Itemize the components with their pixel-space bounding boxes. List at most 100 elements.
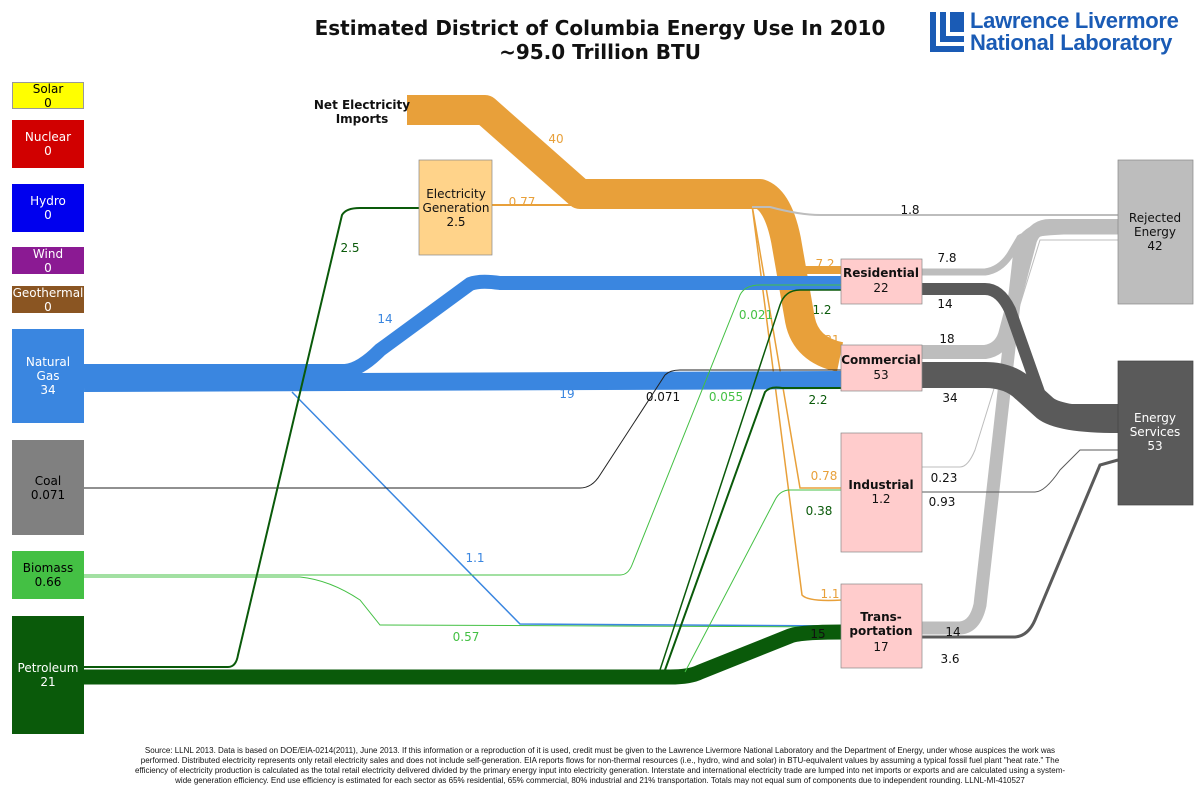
flow-label-elec-to-ind: 0.78	[811, 469, 838, 483]
source-nuclear-label: Nuclear	[24, 130, 72, 144]
flow-coal-to-commercial	[84, 369, 842, 489]
flow-bio-to-commercial	[84, 576, 843, 628]
flows	[83, 95, 1119, 685]
source-solar-label: Solar	[32, 81, 64, 96]
source-wind-label: Wind	[32, 246, 64, 261]
flow-petro-to-elec	[84, 207, 420, 668]
source-wind: Wind 0	[12, 246, 84, 275]
flow-label-petro-to-res: 1.2	[812, 303, 831, 317]
flow-label-petro-to-com: 2.2	[808, 393, 827, 407]
source-coal-label: Coal	[34, 473, 62, 488]
flow-ind-services	[922, 449, 1118, 493]
source-nuclear-value: 0	[44, 144, 52, 158]
energy-services-box	[1117, 360, 1194, 506]
flow-label-elec-to-trans: 1.1	[820, 587, 839, 601]
flow-label-trans-rejected: 14	[945, 625, 960, 639]
source-solar: Solar 0	[12, 81, 84, 110]
source-coal-value: 0.071	[30, 487, 66, 502]
flow-bio-to-residential	[84, 284, 842, 576]
residential-value: 22	[873, 281, 888, 295]
flow-ind-rejected	[922, 239, 1118, 468]
residential-label: Residential	[843, 266, 919, 280]
transportation-box	[840, 583, 923, 669]
rejected-energy-value: 42	[1147, 239, 1162, 253]
flow-com-services	[922, 362, 1119, 433]
flow-label-bio-to-trans: 0.57	[453, 630, 480, 644]
flow-elec-loss-to-rejected	[752, 206, 1118, 216]
flow-petro-to-residential	[659, 289, 842, 671]
flow-petro-main	[84, 624, 843, 685]
flow-label-imports: 40	[548, 132, 563, 146]
flow-label-res-services: 14	[937, 297, 952, 311]
flow-imports-to-commercial	[407, 95, 844, 372]
flow-label-petro-to-ind: 0.38	[806, 504, 833, 518]
flow-label-petro-to-elec: 2.5	[340, 241, 359, 255]
source-natural-gas-label: Natural Gas	[25, 355, 71, 383]
energy-services-label: Energy Services	[1130, 411, 1181, 439]
flow-label-ind-rejected: 0.23	[931, 471, 958, 485]
source-geothermal-label: Geothermal	[12, 285, 84, 300]
source-hydro-value: 0	[44, 208, 52, 222]
flow-petro-to-industrial	[684, 489, 842, 673]
flow-ng-to-residential	[84, 274, 842, 378]
flow-label-elec-to-com: 31	[824, 333, 839, 347]
transportation-value: 17	[873, 640, 888, 654]
rejected-energy-box	[1117, 159, 1194, 305]
page-title: Estimated District of Columbia Energy Us…	[314, 16, 886, 40]
flow-label-bio-to-com: 0.055	[709, 390, 743, 404]
flow-label-elec-to-res: 7.2	[815, 257, 834, 271]
page-subtitle: ~95.0 Trillion BTU	[499, 40, 701, 64]
source-nuclear: Nuclear 0	[12, 120, 84, 168]
industrial-box	[840, 432, 923, 553]
flow-imports-to-residential	[768, 214, 842, 274]
commercial-box	[840, 344, 923, 392]
flow-ng-to-commercial	[83, 371, 843, 392]
flow-trans-services	[922, 458, 1119, 639]
source-natural-gas: Natural Gas 34	[12, 329, 84, 423]
electricity-generation-box	[418, 159, 493, 256]
energy-services-value: 53	[1147, 439, 1162, 453]
flow-label-coal-to-com: 0.071	[646, 390, 680, 404]
source-biomass-label: Biomass	[22, 561, 74, 575]
source-petroleum-label: Petroleum	[17, 661, 79, 675]
residential-box	[840, 258, 923, 305]
flow-elec-to-industrial	[751, 204, 842, 489]
llnl-logo-line1: Lawrence Livermore	[970, 8, 1179, 33]
industrial-label: Industrial	[848, 478, 913, 492]
flow-ng-to-transportation	[291, 391, 843, 627]
flow-label-ng-to-com: 19	[559, 387, 574, 401]
source-coal: Coal 0.071	[12, 440, 84, 535]
commercial-label: Commercial	[841, 353, 921, 367]
imports-label: Net Electricity Imports	[314, 98, 410, 126]
flow-label-ng-to-res: 14	[377, 312, 392, 326]
rejected-energy-label: Rejected Energy	[1129, 211, 1181, 239]
flow-label-elec-loss: 1.8	[900, 203, 919, 217]
flow-label-res-rejected: 7.8	[937, 251, 956, 265]
flow-label-com-rejected: 18	[939, 332, 954, 346]
llnl-logo-line2: National Laboratory	[970, 30, 1173, 55]
flow-elec-to-transportation	[751, 204, 843, 602]
source-hydro: Hydro 0	[12, 184, 84, 232]
flow-label-ng-to-trans: 1.1	[465, 551, 484, 565]
flow-trans-rejected	[922, 221, 1118, 635]
llnl-logo-mark-icon	[930, 12, 964, 52]
commercial-value: 53	[873, 368, 888, 382]
flow-label-elec-out: 0.77	[509, 195, 536, 209]
source-biomass-value: 0.66	[34, 575, 62, 589]
llnl-logo: Lawrence Livermore National Laboratory	[930, 10, 1190, 56]
flow-label-petro-to-trans: 15	[810, 627, 825, 641]
source-natural-gas-value: 34	[40, 383, 56, 397]
source-geothermal-value: 0	[44, 299, 52, 314]
flow-petro-to-commercial	[664, 386, 842, 671]
source-biomass: Biomass 0.66	[12, 551, 84, 599]
transportation-label: Trans-portation	[849, 610, 912, 638]
source-petroleum: Petroleum 21	[12, 616, 84, 734]
source-geothermal: Geothermal 0	[12, 285, 84, 314]
source-solar-value: 0	[44, 95, 52, 110]
flow-label-trans-services: 3.6	[940, 652, 959, 666]
industrial-value: 1.2	[871, 492, 890, 506]
source-hydro-label: Hydro	[30, 194, 66, 208]
electricity-generation-value: 2.5	[446, 215, 465, 229]
